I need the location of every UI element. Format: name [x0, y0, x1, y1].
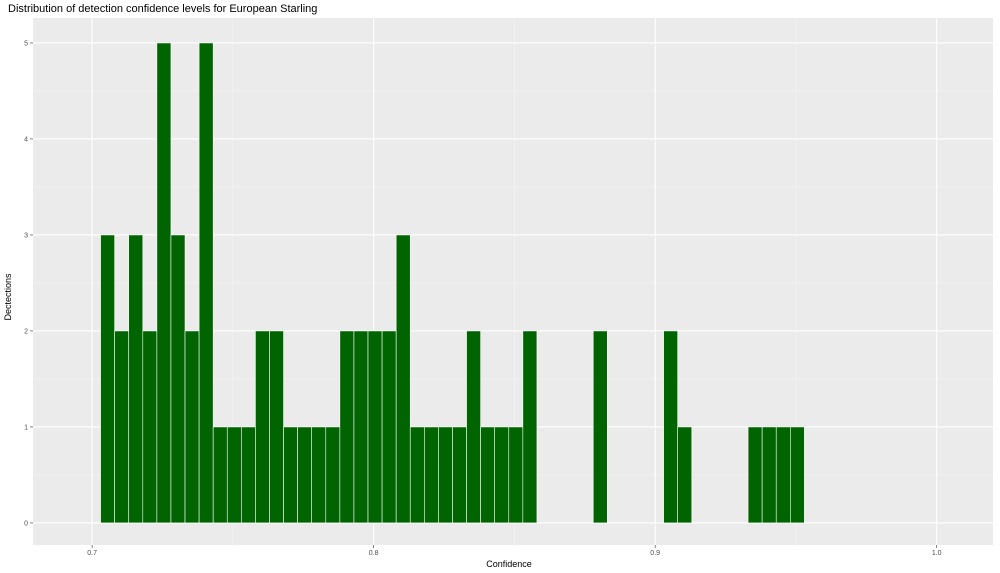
y-tick-label: 1 [24, 424, 28, 431]
x-axis-ticks: 0.7 0.8 0.9 1.0 [87, 545, 942, 557]
histogram-bar [325, 426, 341, 524]
histogram-bar [452, 426, 467, 524]
histogram-bar [311, 426, 327, 524]
histogram-bar [522, 330, 538, 524]
histogram-bar [297, 426, 313, 524]
y-tick-label: 4 [24, 136, 28, 143]
histogram-bar [184, 330, 200, 524]
histogram-bar [466, 330, 481, 524]
histogram-bar [508, 426, 524, 524]
histogram-bar [339, 330, 355, 524]
x-axis-label: Confidence [486, 559, 532, 569]
histogram-bar [747, 426, 763, 524]
histogram-bar [592, 330, 608, 524]
histogram-bar [226, 426, 242, 524]
histogram-bar [480, 426, 496, 524]
y-tick-label: 0 [24, 520, 28, 527]
x-tick-label: 0.7 [87, 550, 97, 557]
histogram-bar [170, 234, 186, 524]
x-tick-label: 1.0 [932, 550, 942, 557]
histogram-bar [367, 330, 383, 524]
histogram-bar [255, 330, 270, 524]
histogram-bar [494, 426, 510, 524]
histogram-bar [156, 42, 172, 524]
histogram-bar [761, 426, 777, 524]
histogram-bar [142, 330, 158, 524]
histogram-bar [198, 42, 214, 524]
histogram-bar [790, 426, 805, 524]
histogram-bar [283, 426, 298, 524]
y-tick-label: 3 [24, 232, 28, 239]
histogram-bar [353, 330, 369, 524]
histogram-bar [395, 234, 411, 524]
y-axis-ticks: 0 1 2 3 4 5 [24, 40, 33, 527]
histogram-bar [677, 426, 693, 524]
histogram-bar [775, 426, 791, 524]
y-axis-label: Dectections [3, 273, 13, 321]
x-tick-label: 0.8 [369, 550, 379, 557]
histogram-bar [663, 330, 678, 524]
bars [100, 42, 805, 524]
histogram-bar [409, 426, 425, 524]
histogram-bar [241, 426, 256, 524]
histogram-bar [114, 330, 130, 524]
histogram-bar [100, 234, 115, 524]
histogram-bar [424, 426, 439, 524]
x-tick-label: 0.9 [650, 550, 660, 557]
histogram-bar [128, 234, 144, 524]
chart-title: Distribution of detection confidence lev… [8, 3, 317, 15]
y-tick-label: 5 [24, 40, 28, 47]
histogram-bar [438, 426, 453, 524]
histogram-bar [381, 330, 397, 524]
histogram-bar [212, 426, 228, 524]
histogram-bar [269, 330, 284, 524]
y-tick-label: 2 [24, 328, 28, 335]
